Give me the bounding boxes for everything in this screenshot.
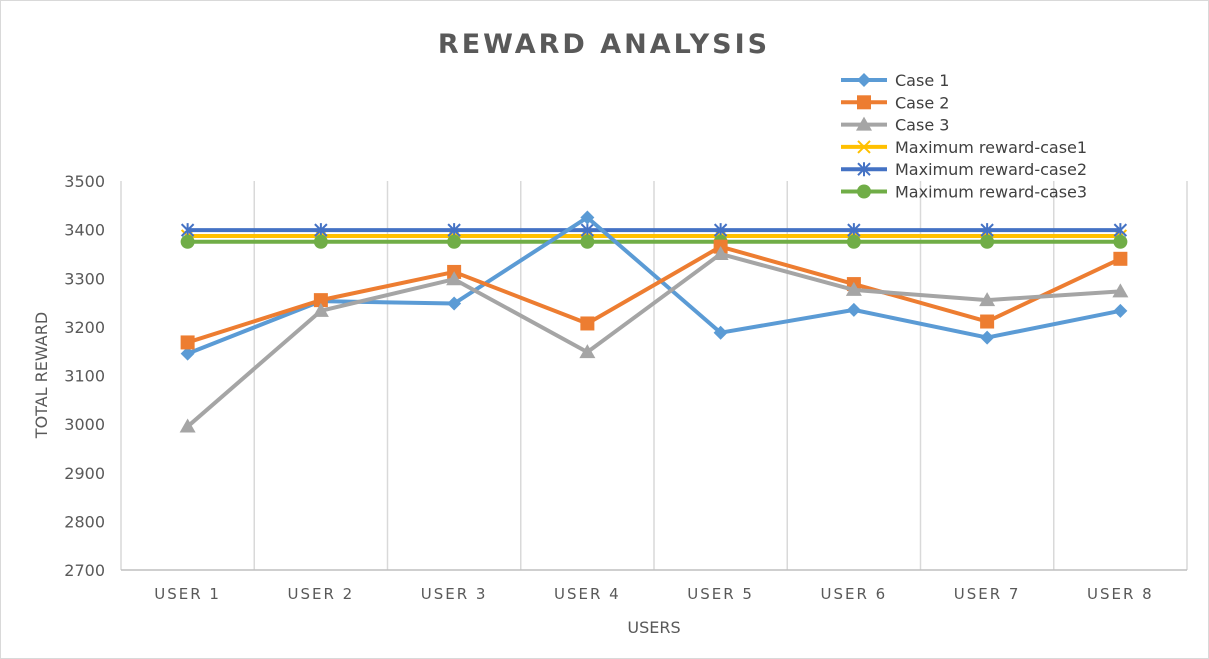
y-tick-label: 2800 xyxy=(64,512,105,531)
data-point xyxy=(580,234,595,249)
series-3 xyxy=(179,245,1129,433)
data-point xyxy=(713,223,728,238)
legend-marker xyxy=(857,162,871,177)
legend-marker xyxy=(857,140,871,154)
legend-label: Case 3 xyxy=(895,116,949,135)
y-axis-label: TOTAL REWARD xyxy=(32,312,51,439)
legend-marker xyxy=(857,73,871,87)
x-tick-label: USER 7 xyxy=(954,585,1021,603)
data-point xyxy=(1112,283,1129,298)
data-point xyxy=(179,418,196,433)
x-tick-label: USER 3 xyxy=(421,585,488,603)
legend: Case 1 Case 2 Case 3 Maximum reward-case1 Ma… xyxy=(841,71,1087,202)
y-tick-label: 3100 xyxy=(64,367,105,386)
series-group xyxy=(179,210,1129,433)
series-line xyxy=(187,244,1122,345)
data-point xyxy=(447,234,462,249)
y-tick-labels: 2700 2800 2900 3000 3100 3200 3300 3400 3500 xyxy=(64,172,105,580)
x-axis-label: USERS xyxy=(627,618,680,637)
data-point xyxy=(313,293,328,308)
data-point xyxy=(580,316,595,331)
data-point xyxy=(579,344,596,359)
data-point xyxy=(846,302,861,317)
legend-marker xyxy=(857,184,871,199)
y-tick-label: 3500 xyxy=(64,172,105,191)
data-point xyxy=(846,234,861,249)
data-point xyxy=(1113,223,1128,238)
x-tick-label: USER 2 xyxy=(288,585,355,603)
data-point xyxy=(580,223,595,238)
data-point xyxy=(1113,303,1128,318)
chart-title: REWARD ANALYSIS xyxy=(438,29,770,60)
data-point xyxy=(712,245,729,260)
x-tick-label: USER 4 xyxy=(554,585,621,603)
data-point xyxy=(980,314,995,329)
legend-item: Case 1 xyxy=(841,71,949,90)
data-point xyxy=(847,223,861,238)
data-point xyxy=(447,296,462,311)
series-2 xyxy=(180,239,1128,350)
legend-label: Maximum reward-case2 xyxy=(895,160,1087,179)
y-tick-label: 3200 xyxy=(64,318,105,337)
data-point xyxy=(580,210,595,225)
data-point xyxy=(713,325,728,340)
data-point xyxy=(980,223,994,238)
legend-item: Case 2 xyxy=(841,93,949,112)
gridlines xyxy=(120,181,1188,571)
legend-label: Case 1 xyxy=(895,71,949,90)
data-point xyxy=(313,234,328,249)
data-point xyxy=(180,223,195,238)
x-tick-label: USER 1 xyxy=(154,585,221,603)
x-tick-label: USER 5 xyxy=(687,585,754,603)
data-point xyxy=(314,223,328,238)
data-point xyxy=(180,335,195,350)
x-tick-label: USER 8 xyxy=(1087,585,1154,603)
legend-label: Maximum reward-case3 xyxy=(895,183,1087,202)
data-point xyxy=(979,292,996,307)
data-point xyxy=(447,223,461,238)
data-point xyxy=(312,302,329,317)
legend-item: Maximum reward-case3 xyxy=(841,183,1087,202)
data-point xyxy=(180,346,195,361)
y-tick-label: 3000 xyxy=(64,415,105,434)
series-line xyxy=(186,215,1121,356)
series-5 xyxy=(180,223,1128,238)
y-tick-label: 3400 xyxy=(64,221,105,240)
y-tick-label: 2900 xyxy=(64,464,105,483)
legend-item: Case 3 xyxy=(841,116,949,135)
y-tick-label: 2700 xyxy=(64,561,105,580)
x-tick-labels: USER 1 USER 2 USER 3 USER 4 USER 5 USER 6 USER… xyxy=(154,585,1154,603)
data-point xyxy=(980,234,995,249)
data-point xyxy=(845,281,862,296)
legend-label: Case 2 xyxy=(895,93,949,112)
y-tick-label: 3300 xyxy=(64,269,105,288)
legend-label: Maximum reward-case1 xyxy=(895,138,1087,157)
x-tick-label: USER 6 xyxy=(821,585,888,603)
series-line xyxy=(186,251,1121,429)
data-point xyxy=(446,271,463,286)
legend-marker xyxy=(856,116,872,131)
data-point xyxy=(1113,234,1128,249)
data-point xyxy=(980,330,995,345)
legend-item: Maximum reward-case1 xyxy=(841,138,1087,157)
data-point xyxy=(180,234,195,249)
legend-item: Maximum reward-case2 xyxy=(841,160,1087,179)
data-point xyxy=(1113,251,1128,266)
legend-marker xyxy=(857,95,871,110)
